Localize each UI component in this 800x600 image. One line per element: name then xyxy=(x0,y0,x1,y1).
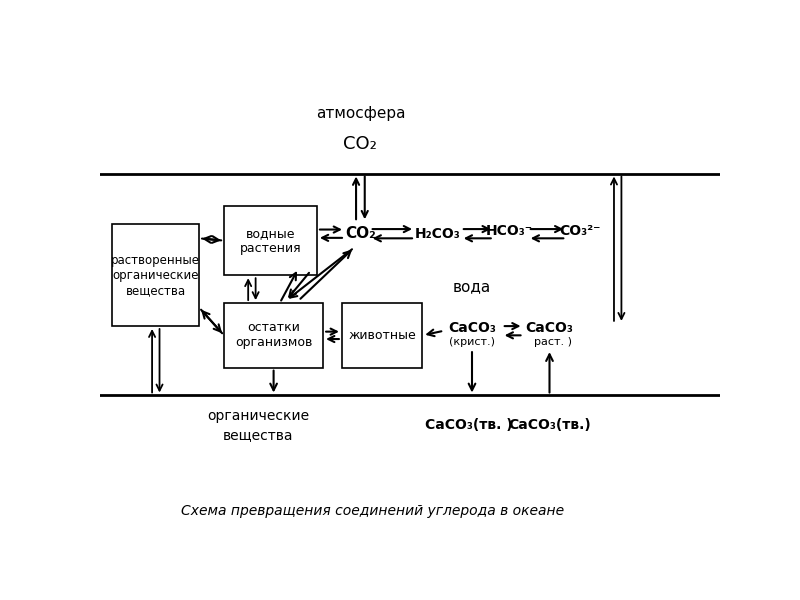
Text: CaCO₃(тв. ): CaCO₃(тв. ) xyxy=(425,418,513,433)
Text: CaCO₃(тв.): CaCO₃(тв.) xyxy=(508,418,591,433)
Text: растворенные
органические
вещества: растворенные органические вещества xyxy=(111,254,200,297)
Text: животные: животные xyxy=(348,329,416,342)
Text: CaCO₃: CaCO₃ xyxy=(448,322,496,335)
Text: органические: органические xyxy=(207,409,309,423)
Text: HCO₃⁻: HCO₃⁻ xyxy=(486,224,533,238)
Text: CaCO₃: CaCO₃ xyxy=(526,322,574,335)
Text: вещества: вещества xyxy=(223,428,294,442)
Text: Схема превращения соединений углерода в океане: Схема превращения соединений углерода в … xyxy=(182,504,564,518)
FancyBboxPatch shape xyxy=(112,224,199,326)
Text: остатки
организмов: остатки организмов xyxy=(235,322,312,349)
Text: атмосфера: атмосфера xyxy=(316,106,405,121)
Text: CO₂: CO₂ xyxy=(343,134,378,152)
Text: вода: вода xyxy=(453,280,491,295)
FancyBboxPatch shape xyxy=(342,303,422,368)
Text: водные
растения: водные растения xyxy=(240,227,302,254)
Text: раст. ): раст. ) xyxy=(534,337,571,347)
Text: CO₃²⁻: CO₃²⁻ xyxy=(560,224,602,238)
Text: (крист.): (крист.) xyxy=(449,337,495,347)
FancyBboxPatch shape xyxy=(224,206,317,275)
Text: H₂CO₃: H₂CO₃ xyxy=(415,227,461,241)
Text: CO₂: CO₂ xyxy=(345,226,376,241)
FancyBboxPatch shape xyxy=(224,303,323,368)
